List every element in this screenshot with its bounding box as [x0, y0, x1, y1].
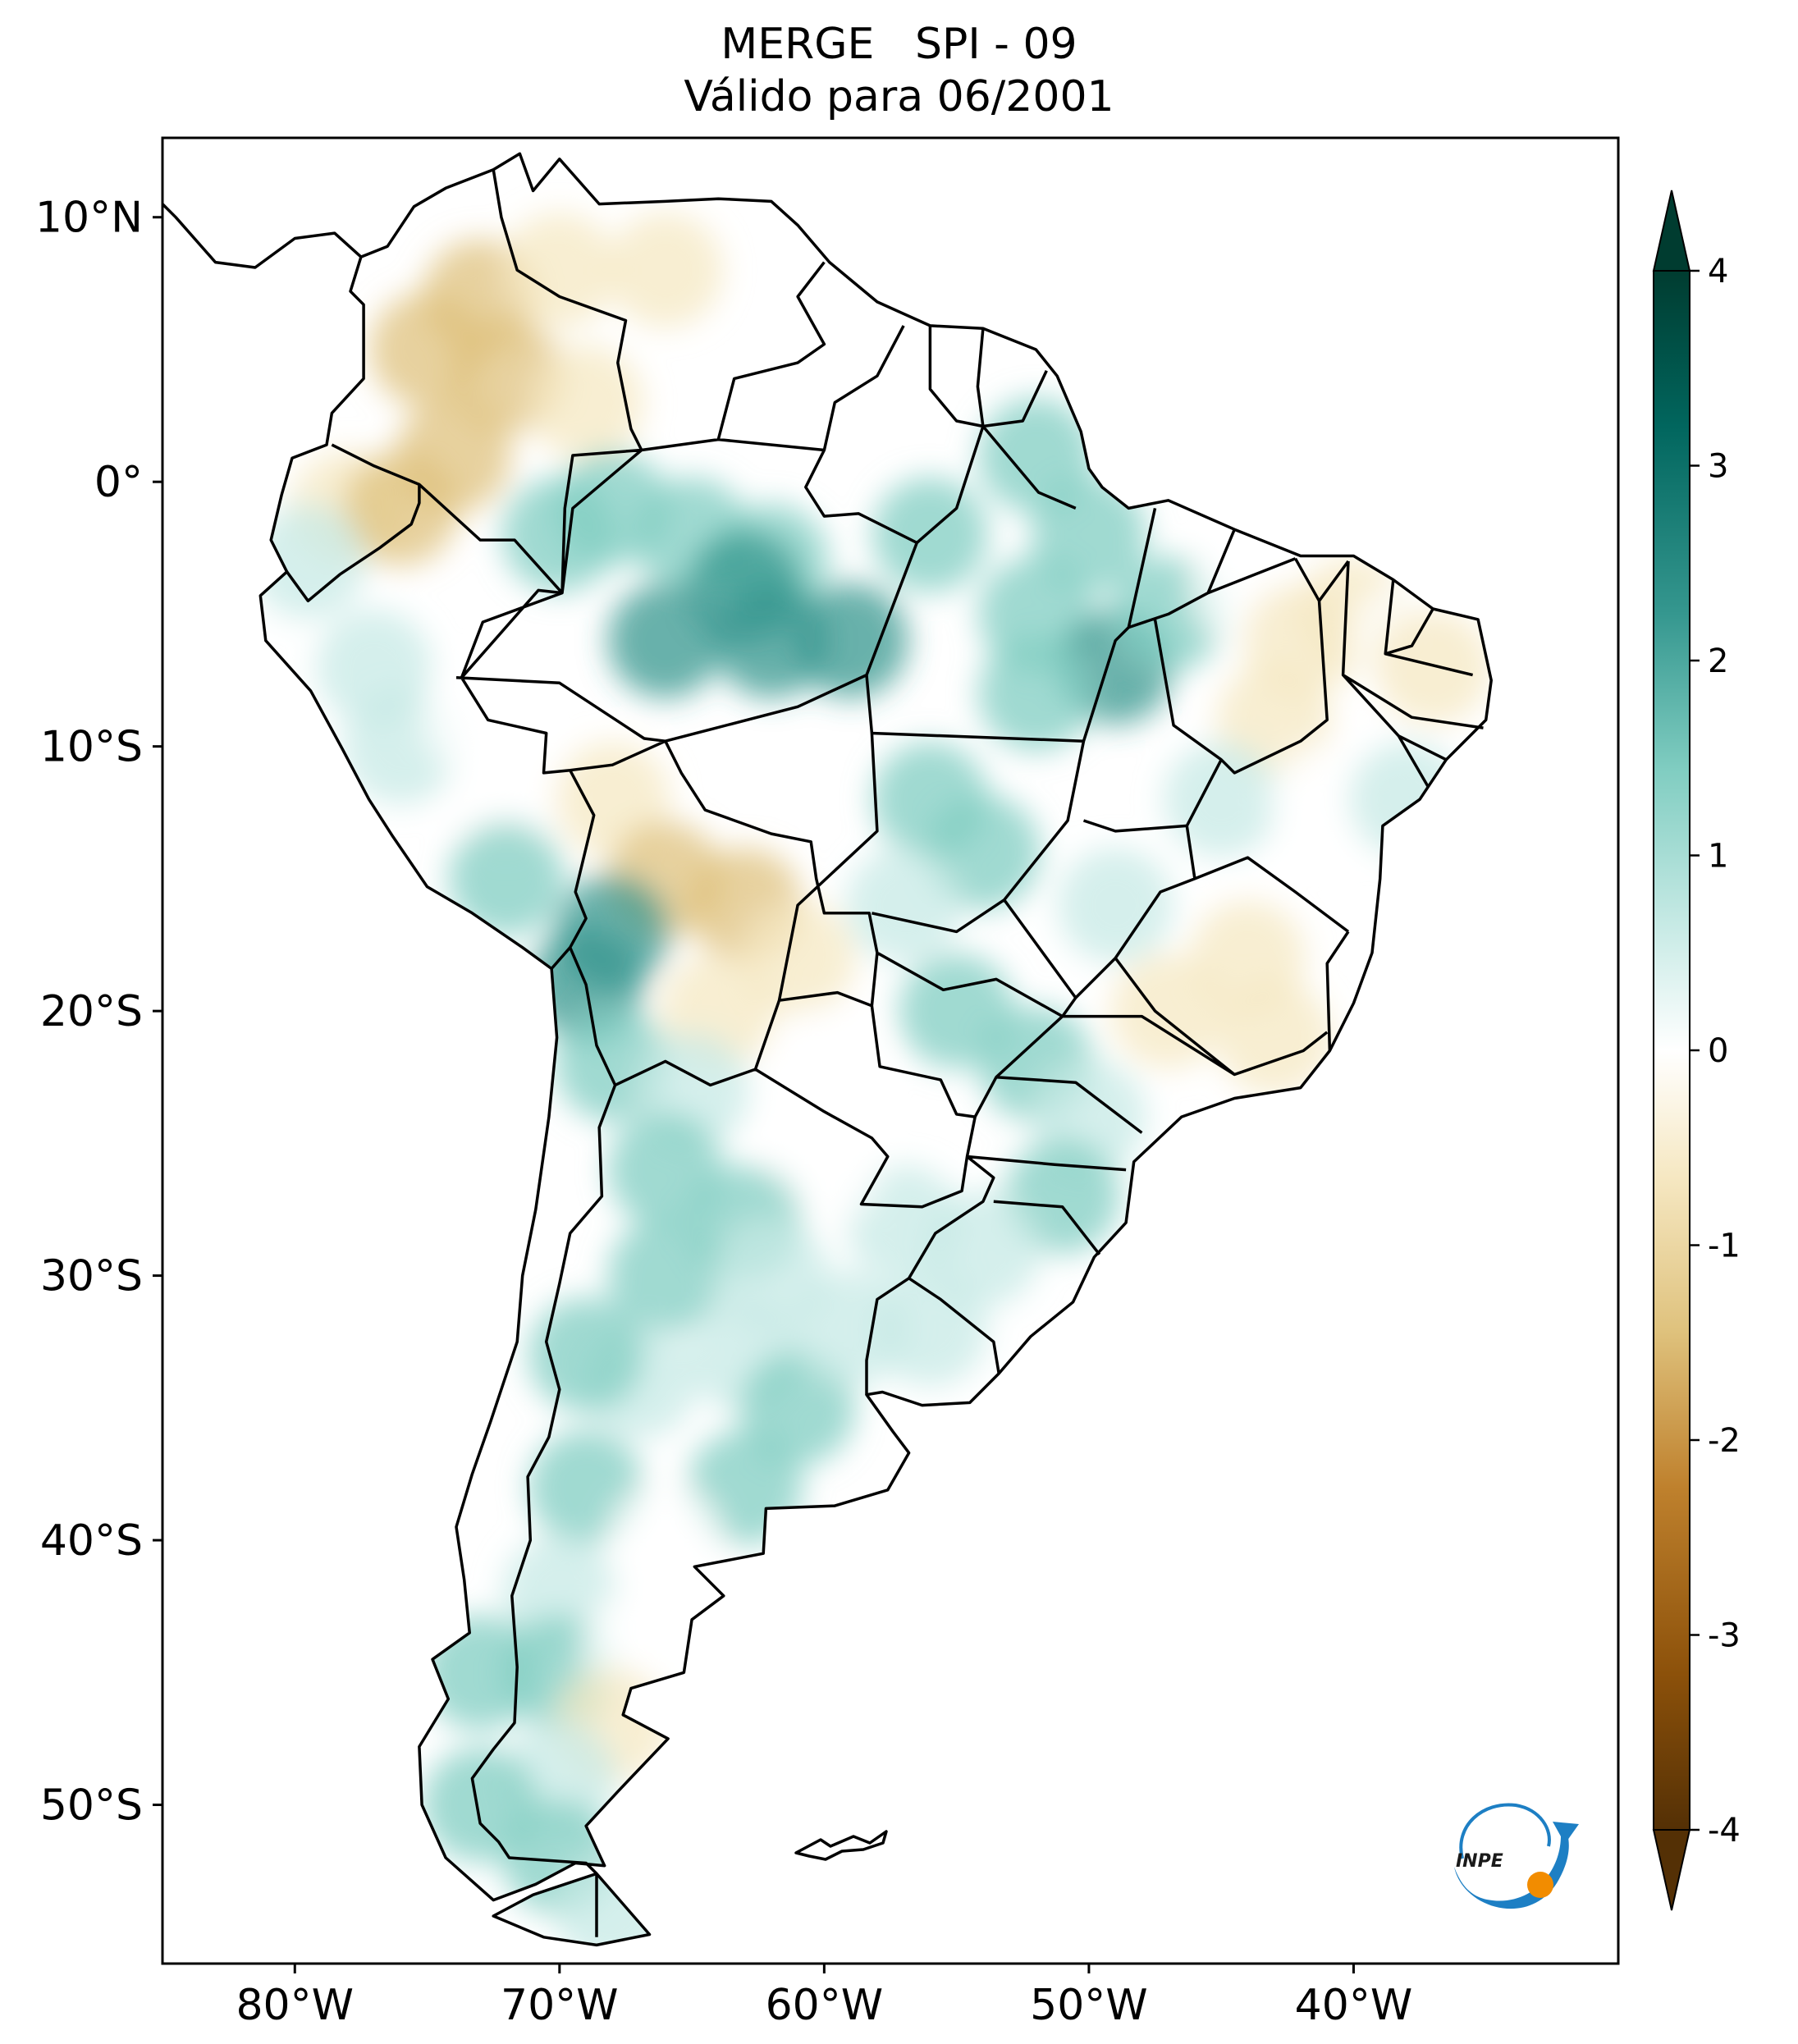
spi-blob — [260, 503, 366, 619]
colorbar-tick-label: 1 — [1708, 838, 1728, 876]
colorbar-extend-bottom — [1652, 1829, 1691, 1911]
inpe-logo: INPE — [1454, 1803, 1579, 1909]
colorbar-tick-label: 3 — [1708, 448, 1728, 486]
lon-tick-label: 60°W — [766, 1981, 884, 2030]
title-line-2: Válido para 06/2001 — [684, 72, 1114, 121]
spi-blob — [607, 1483, 723, 1598]
colorbar-extend-top — [1652, 190, 1691, 272]
map-frame — [161, 136, 1620, 1965]
colorbar-tick-label: 4 — [1708, 253, 1728, 290]
colorbar-tick-label: -2 — [1708, 1422, 1741, 1460]
colorbar-body — [1653, 270, 1690, 1831]
latitude-axis: 10°N 0° 10°S 20°S 30°S 40°S 50°S — [35, 194, 162, 1831]
lon-tick-label: 40°W — [1295, 1981, 1413, 2030]
political-borders — [161, 152, 1493, 1947]
lat-tick-label: 0° — [94, 458, 143, 507]
lat-tick-label: 40°S — [40, 1516, 143, 1566]
lat-tick-label: 10°N — [35, 194, 143, 243]
lon-tick-label: 50°W — [1030, 1981, 1148, 2030]
spi-blob — [687, 530, 803, 646]
spi-blob — [1164, 742, 1279, 857]
colorbar-tick-label: 0 — [1708, 1032, 1728, 1070]
longitude-axis: 80°W 70°W 60°W 50°W 40°W — [236, 1964, 1412, 2030]
spi-blob — [449, 821, 565, 936]
map-title: MERGE SPI - 09 Válido para 06/2001 — [0, 18, 1798, 123]
continent-coastline — [161, 152, 1493, 1947]
colorbar: 4 3 2 1 0 -1 -2 -3 -4 — [1652, 190, 1741, 1911]
logo-sun — [1527, 1872, 1553, 1898]
spi-blob — [607, 1218, 723, 1333]
spi-blob — [1058, 848, 1174, 963]
spi-blob — [343, 450, 459, 566]
colorbar-tick-label: -1 — [1708, 1228, 1741, 1265]
spi-blob — [872, 477, 988, 592]
logo-orbit-ring — [1459, 1803, 1551, 1859]
spi-blob — [793, 583, 908, 698]
colorbar-ticks: 4 3 2 1 0 -1 -2 -3 -4 — [1690, 253, 1741, 1850]
spi-blob — [449, 742, 565, 857]
spi-blob — [766, 1006, 882, 1122]
falkland-islands — [794, 1830, 888, 1861]
lon-tick-label: 70°W — [501, 1981, 619, 2030]
logo-arrow — [1553, 1822, 1579, 1844]
lat-tick-label: 10°S — [40, 723, 143, 772]
colorbar-tick-label: -3 — [1708, 1617, 1741, 1655]
title-line-1: MERGE SPI - 09 — [721, 20, 1077, 69]
lat-tick-label: 50°S — [40, 1781, 143, 1831]
lat-tick-label: 20°S — [40, 987, 143, 1036]
lat-tick-label: 30°S — [40, 1252, 143, 1301]
spi-blob — [1375, 609, 1491, 725]
colorbar-tick-label: -4 — [1708, 1812, 1741, 1850]
spi-blob — [1270, 742, 1385, 857]
spi-blob — [607, 213, 723, 328]
spi-blob — [793, 1271, 908, 1387]
country-borders — [286, 169, 1484, 1937]
spi-blob — [978, 636, 1094, 752]
spi-blob — [1216, 980, 1332, 1095]
spi-blob — [501, 213, 617, 328]
spi-blob — [528, 1297, 644, 1413]
spi-blob — [872, 1271, 988, 1387]
colorbar-tick-label: 2 — [1708, 642, 1728, 680]
spi-blob — [528, 345, 644, 460]
lon-tick-label: 80°W — [236, 1981, 354, 2030]
spi-blob — [423, 1747, 538, 1863]
logo-text: INPE — [1456, 1851, 1503, 1872]
spi-blob — [846, 848, 962, 963]
